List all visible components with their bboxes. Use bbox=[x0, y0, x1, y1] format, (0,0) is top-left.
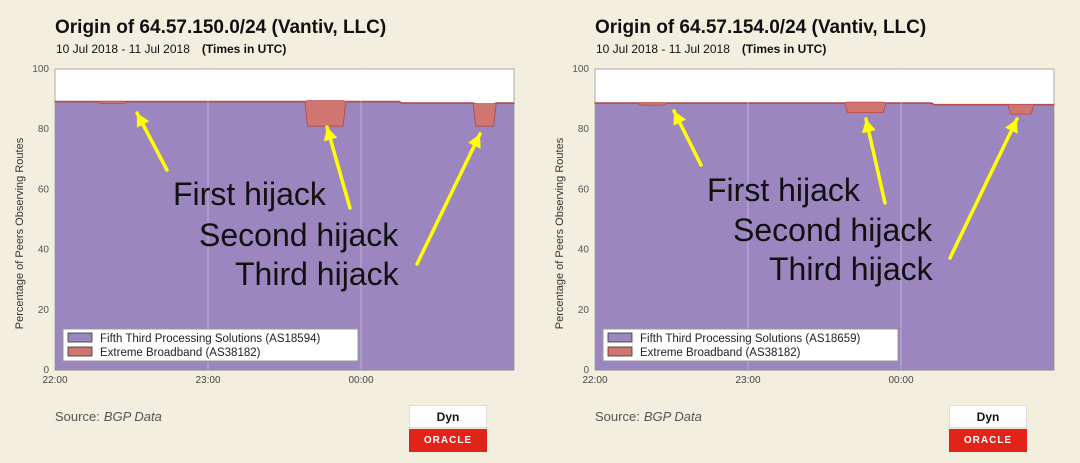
legend-swatch bbox=[607, 332, 633, 343]
source-value: BGP Data bbox=[643, 409, 702, 424]
source-line: Source: BGP Data bbox=[595, 409, 702, 424]
legend-swatch bbox=[67, 332, 93, 343]
area-chart: 0 20 40 60 80 100 22:00 23:00 00:00 Percentage of… bbox=[554, 64, 1055, 386]
y-tick-label: 60 bbox=[38, 184, 50, 195]
date-range: 10 Jul 2018 - 11 Jul 2018 (Times in UTC) bbox=[596, 42, 826, 56]
annotation-label: Second hijack bbox=[733, 212, 933, 248]
legend-box bbox=[62, 328, 359, 362]
chart-title: Origin of 64.57.154.0/24 (Vantiv, LLC) bbox=[595, 17, 927, 38]
chart-panel-right: Origin of 64.57.154.0/24 (Vantiv, LLC) 1… bbox=[540, 0, 1080, 463]
annotation-arrow bbox=[325, 125, 352, 210]
x-tick-label: 00:00 bbox=[348, 375, 373, 386]
legend-label: Fifth Third Processing Solutions (AS1865… bbox=[640, 333, 860, 345]
date-range-text: 10 Jul 2018 - 11 Jul 2018 bbox=[596, 42, 730, 56]
annotation-label: First hijack bbox=[173, 176, 327, 212]
annotation-label: Second hijack bbox=[199, 217, 399, 253]
annotation-label: Third hijack bbox=[769, 251, 934, 287]
y-tick-label: 100 bbox=[572, 64, 589, 75]
source-label: Source: bbox=[55, 409, 100, 424]
source-value: BGP Data bbox=[103, 409, 162, 424]
annotation-label: Third hijack bbox=[235, 256, 400, 292]
x-tick-label: 00:00 bbox=[888, 375, 913, 386]
annotation-arrow bbox=[415, 132, 482, 266]
y-axis-label: Percentage of Peers Observing Routes bbox=[554, 137, 566, 329]
y-tick-label: 60 bbox=[578, 184, 590, 195]
date-range-text: 10 Jul 2018 - 11 Jul 2018 bbox=[56, 42, 190, 56]
x-tick-label: 22:00 bbox=[42, 375, 67, 386]
timezone-note: (Times in UTC) bbox=[201, 42, 287, 56]
annotation-arrowhead bbox=[673, 111, 687, 126]
area-chart: 0 20 40 60 80 100 22:00 23:00 00:00 Percentage of… bbox=[14, 64, 515, 386]
legend-label: Fifth Third Processing Solutions (AS1859… bbox=[100, 333, 320, 345]
legend-label: Extreme Broadband (AS38182) bbox=[640, 347, 801, 359]
x-tick-label: 22:00 bbox=[582, 375, 607, 386]
y-axis-label: Percentage of Peers Observing Routes bbox=[14, 137, 26, 329]
oracle-logo-text: ORACLE bbox=[409, 429, 487, 452]
y-tick-label: 0 bbox=[583, 365, 589, 376]
y-tick-label: 20 bbox=[578, 305, 590, 316]
legend-label: Extreme Broadband (AS38182) bbox=[100, 347, 261, 359]
y-tick-label: 80 bbox=[38, 124, 50, 135]
y-tick-label: 0 bbox=[43, 365, 49, 376]
annotation-arrowhead bbox=[468, 134, 481, 149]
annotation-arrowhead bbox=[323, 127, 338, 142]
series-area-fifth-third bbox=[595, 103, 1054, 371]
annotation-arrowhead bbox=[862, 119, 876, 134]
x-tick-label: 23:00 bbox=[735, 375, 760, 386]
date-range: 10 Jul 2018 - 11 Jul 2018 (Times in UTC) bbox=[56, 42, 286, 56]
dyn-logo-text: Dyn bbox=[949, 405, 1027, 428]
legend: Fifth Third Processing Solutions (AS1865… bbox=[602, 328, 899, 362]
source-line: Source: BGP Data bbox=[55, 409, 162, 424]
y-tick-label: 80 bbox=[578, 124, 590, 135]
source-label: Source: bbox=[595, 409, 640, 424]
series-area-extreme-broadband bbox=[594, 101, 1055, 115]
annotation-arrow bbox=[948, 117, 1019, 260]
legend-swatch bbox=[607, 346, 633, 357]
legend-box bbox=[602, 328, 899, 362]
chart-title: Origin of 64.57.150.0/24 (Vantiv, LLC) bbox=[55, 17, 387, 38]
dyn-oracle-logo: Dyn ORACLE bbox=[409, 405, 487, 452]
annotation-arrow bbox=[864, 117, 887, 205]
oracle-logo-text: ORACLE bbox=[949, 429, 1027, 452]
y-tick-label: 40 bbox=[578, 245, 590, 256]
y-tick-label: 20 bbox=[38, 305, 50, 316]
series-area-fifth-third bbox=[55, 102, 514, 371]
annotation-arrowhead bbox=[1005, 119, 1018, 134]
legend: Fifth Third Processing Solutions (AS1859… bbox=[62, 328, 359, 362]
annotation-label: First hijack bbox=[707, 172, 861, 208]
dyn-logo-text: Dyn bbox=[409, 405, 487, 428]
dyn-oracle-logo: Dyn ORACLE bbox=[949, 405, 1027, 452]
chart-panel-left: Origin of 64.57.150.0/24 (Vantiv, LLC) 1… bbox=[14, 17, 515, 452]
annotation-arrowhead bbox=[136, 113, 150, 128]
series-area-extreme-broadband bbox=[54, 100, 515, 127]
y-tick-label: 40 bbox=[38, 245, 50, 256]
timezone-note: (Times in UTC) bbox=[741, 42, 827, 56]
y-tick-label: 100 bbox=[32, 64, 49, 75]
x-tick-label: 23:00 bbox=[195, 375, 220, 386]
legend-swatch bbox=[67, 346, 93, 357]
